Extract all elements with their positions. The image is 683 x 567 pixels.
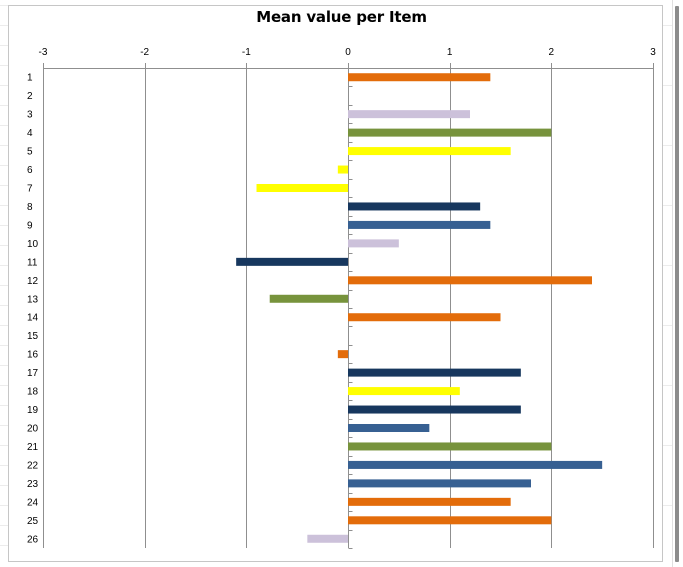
- bar: [348, 516, 552, 525]
- x-tick-label: 0: [345, 47, 351, 58]
- bar: [348, 387, 460, 396]
- y-tick-label: 16: [27, 350, 39, 361]
- y-tick-label: 8: [27, 202, 33, 213]
- bar: [348, 479, 531, 488]
- bar: [348, 73, 491, 82]
- y-tick-label: 18: [27, 387, 39, 398]
- bar: [337, 165, 348, 174]
- x-tick-label: -2: [140, 47, 149, 58]
- x-tick-label: 2: [549, 47, 555, 58]
- y-tick-label: 7: [27, 184, 33, 195]
- bar: [348, 202, 481, 211]
- bar: [348, 442, 552, 451]
- bar: [348, 497, 511, 506]
- y-tick-label: 17: [27, 368, 39, 379]
- y-tick-label: 20: [27, 424, 39, 435]
- bar: [348, 276, 592, 285]
- y-tick-label: 11: [27, 257, 38, 268]
- y-tick-label: 21: [27, 442, 39, 453]
- y-tick-label: 6: [27, 165, 33, 176]
- y-tick-label: 13: [27, 294, 39, 305]
- y-tick-label: 22: [27, 460, 39, 471]
- y-axis-category-labels: 1234567891011121314151617181920212223242…: [27, 73, 39, 546]
- x-tick-label: 1: [447, 47, 453, 58]
- y-tick-label: 12: [27, 276, 39, 287]
- y-tick-label: 26: [27, 534, 39, 545]
- scrollbar-thumb[interactable]: [675, 6, 679, 562]
- bar: [348, 405, 521, 414]
- y-tick-label: 23: [27, 479, 39, 490]
- bar: [236, 257, 348, 266]
- bar: [348, 313, 501, 322]
- bar: [348, 424, 430, 432]
- bar: [307, 534, 348, 543]
- bar: [269, 294, 348, 303]
- chart-bars: [236, 73, 603, 543]
- y-tick-label: 1: [27, 73, 33, 84]
- y-tick-label: 19: [27, 405, 39, 416]
- bar: [348, 220, 491, 229]
- bar: [348, 460, 603, 469]
- bar: [348, 128, 552, 137]
- x-tick-label: -1: [242, 47, 251, 58]
- bar: [337, 350, 348, 359]
- x-axis-tick-labels: -3 -2 -1 0 1 2 3: [39, 47, 657, 58]
- y-tick-label: 15: [27, 331, 39, 342]
- chart-title: Mean value per Item: [256, 8, 427, 26]
- bar: [348, 110, 470, 119]
- bar: [348, 239, 399, 248]
- y-tick-label: 10: [27, 239, 39, 250]
- y-tick-label: 25: [27, 516, 39, 527]
- y-tick-label: 3: [27, 110, 33, 121]
- y-tick-label: 24: [27, 497, 39, 508]
- y-tick-label: 9: [27, 220, 33, 231]
- y-tick-label: 2: [27, 91, 33, 102]
- x-tick-label: 3: [650, 47, 656, 58]
- bar: [256, 184, 348, 192]
- bar: [348, 368, 521, 377]
- x-tick-label: -3: [39, 47, 48, 58]
- bar: [348, 147, 511, 156]
- y-tick-label: 14: [27, 313, 39, 324]
- y-tick-label: 4: [27, 128, 33, 139]
- y-tick-label: 5: [27, 147, 33, 158]
